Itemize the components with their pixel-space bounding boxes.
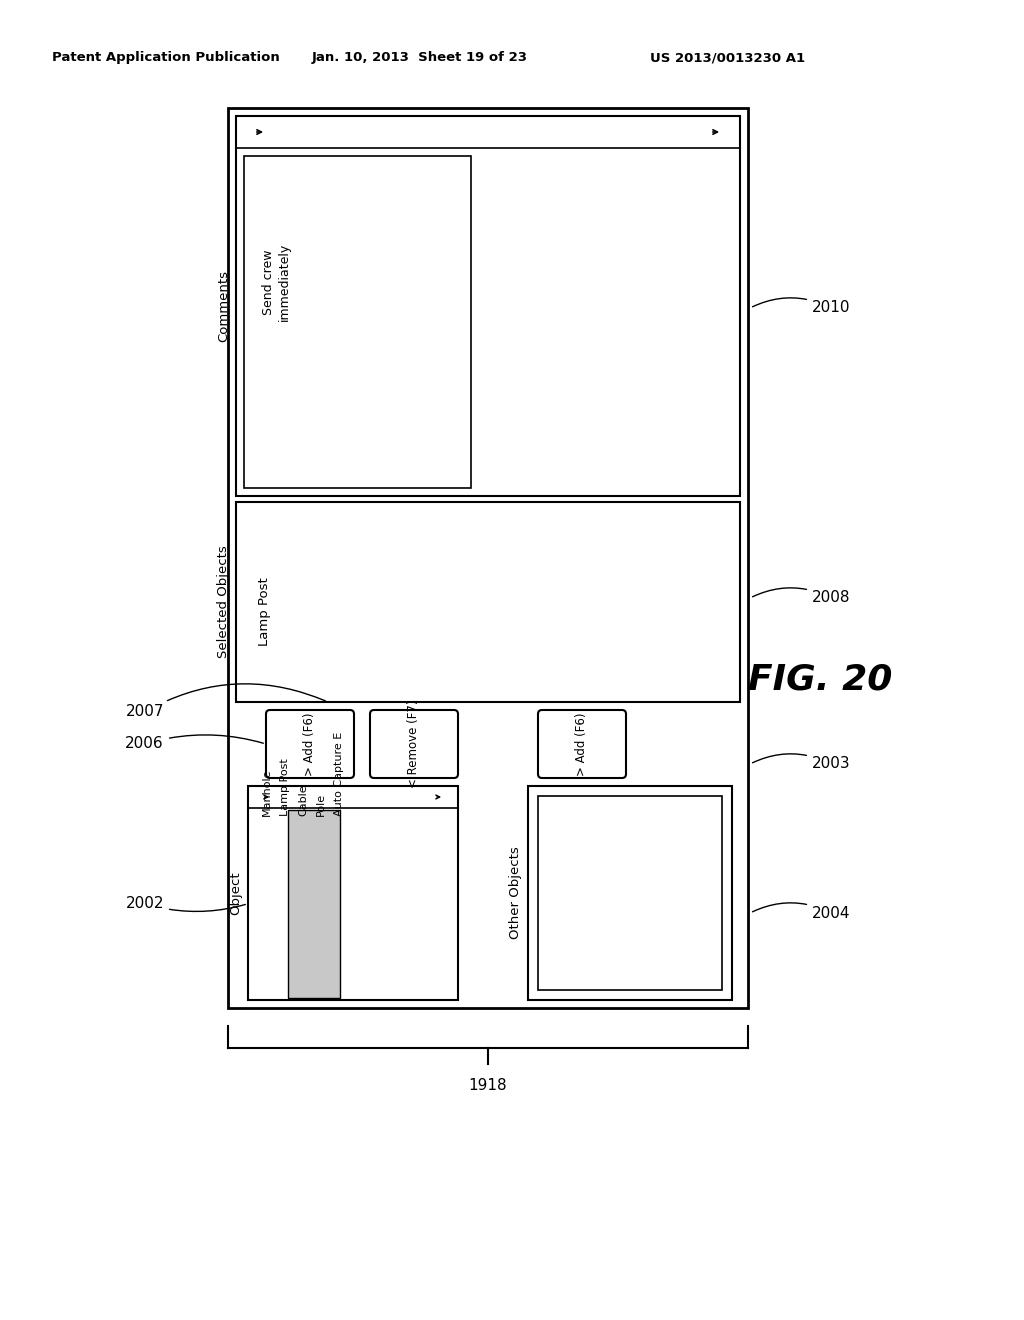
Text: Lamp Post: Lamp Post: [258, 578, 271, 647]
Text: 2008: 2008: [753, 587, 851, 606]
Text: 2003: 2003: [753, 754, 851, 771]
Text: > Add (F6): > Add (F6): [303, 713, 316, 776]
Text: 2006: 2006: [125, 735, 263, 751]
Text: Send crew: Send crew: [262, 249, 275, 315]
Text: Comments: Comments: [217, 271, 230, 342]
Text: Lamp Post: Lamp Post: [280, 758, 290, 816]
Text: Other Objects: Other Objects: [510, 846, 522, 940]
Text: 2007: 2007: [126, 684, 326, 719]
Bar: [244, 156, 471, 488]
Text: Jan. 10, 2013  Sheet 19 of 23: Jan. 10, 2013 Sheet 19 of 23: [312, 51, 528, 65]
Text: Patent Application Publication: Patent Application Publication: [52, 51, 280, 65]
Text: Auto Capture E: Auto Capture E: [334, 731, 344, 816]
Text: 1918: 1918: [469, 1078, 507, 1093]
Bar: [236, 116, 740, 148]
Bar: [528, 785, 732, 1001]
Bar: [236, 502, 740, 702]
Text: FIG. 20: FIG. 20: [748, 663, 892, 697]
Bar: [248, 785, 458, 1001]
Bar: [228, 108, 748, 1008]
Text: US 2013/0013230 A1: US 2013/0013230 A1: [650, 51, 805, 65]
Text: Object: Object: [229, 871, 243, 915]
Text: > Add (F6): > Add (F6): [575, 713, 589, 776]
Text: < Remove (F7): < Remove (F7): [408, 700, 421, 788]
Text: 2004: 2004: [753, 903, 851, 920]
Text: Selected Objects: Selected Objects: [217, 545, 230, 659]
Bar: [248, 785, 458, 808]
Text: immediately: immediately: [278, 243, 291, 321]
Text: Manhole: Manhole: [262, 768, 272, 816]
Text: Cable: Cable: [298, 784, 308, 816]
Bar: [236, 116, 740, 496]
Text: Pole: Pole: [316, 793, 326, 816]
Bar: [288, 810, 340, 998]
Text: 2002: 2002: [126, 896, 246, 911]
Bar: [538, 796, 722, 990]
Text: 2010: 2010: [753, 298, 851, 315]
